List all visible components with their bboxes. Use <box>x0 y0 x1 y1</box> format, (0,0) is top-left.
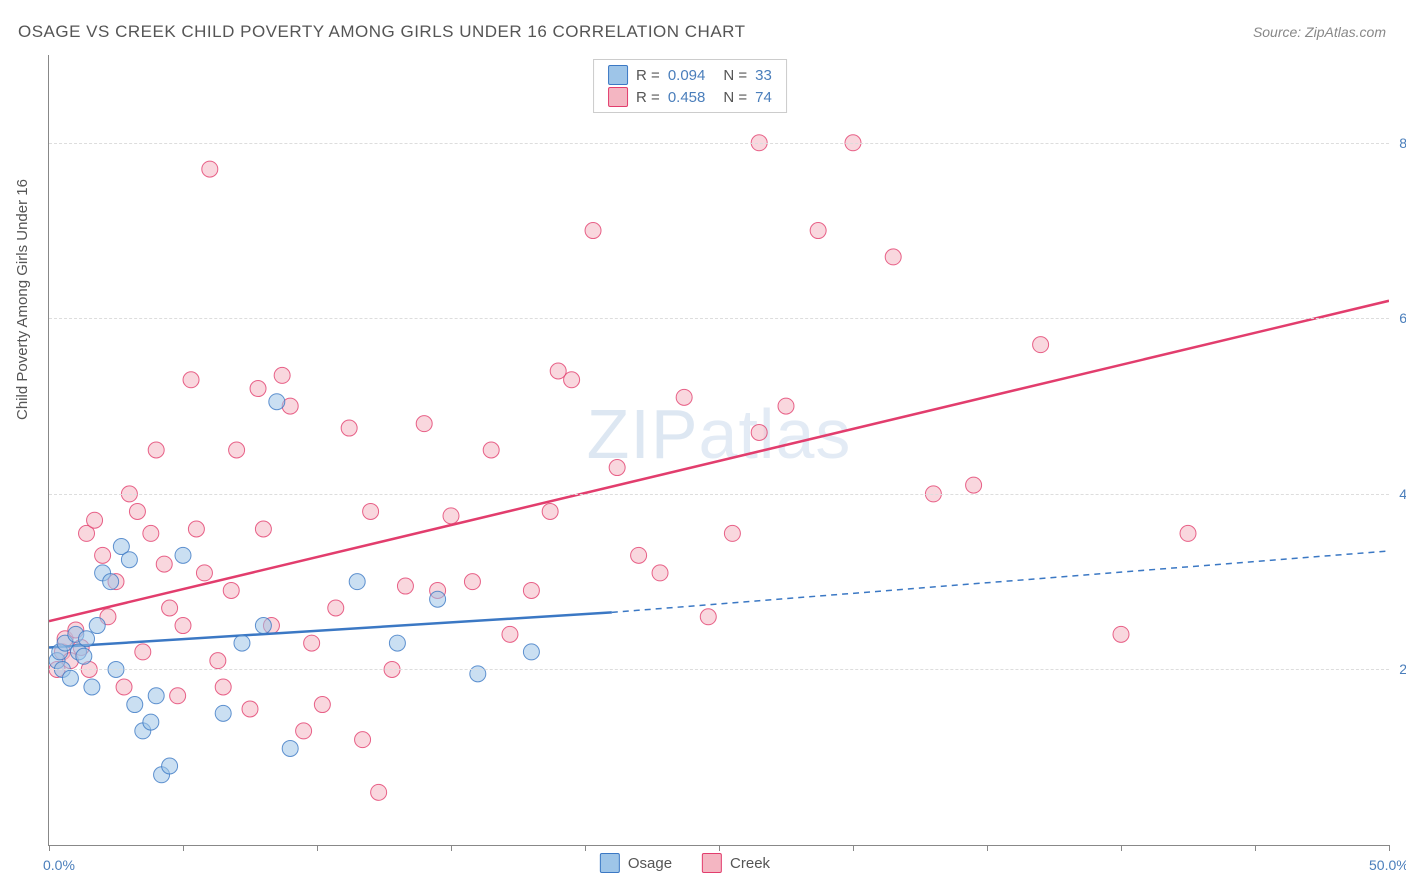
y-tick-label: 60.0% <box>1399 310 1406 326</box>
plot-area: ZIPatlas R = 0.094N = 33R = 0.458N = 74 … <box>48 55 1389 846</box>
legend-n-label: N = <box>723 89 747 106</box>
legend-n-value: 33 <box>755 67 772 84</box>
legend-swatch <box>702 853 722 873</box>
correlation-legend: R = 0.094 N = 33 R = 0.458 N = 74 <box>593 59 787 113</box>
legend-r-value: 0.458 <box>668 89 706 106</box>
x-tick <box>1121 845 1122 851</box>
watermark: ZIPatlas <box>587 394 852 474</box>
x-tick-label: 50.0% <box>1369 857 1406 873</box>
gridline <box>49 318 1389 319</box>
source-label: Source: ZipAtlas.com <box>1253 24 1386 40</box>
legend-swatch <box>608 87 628 107</box>
legend-item: Osage <box>600 853 672 873</box>
legend-item: Creek <box>702 853 770 873</box>
x-tick-label: 0.0% <box>43 857 75 873</box>
legend-r-value: 0.094 <box>668 67 706 84</box>
legend-label: Creek <box>730 855 770 872</box>
x-tick <box>451 845 452 851</box>
y-axis-label: Child Poverty Among Girls Under 16 <box>14 179 31 420</box>
legend-swatch <box>600 853 620 873</box>
legend-n-label: N = <box>723 67 747 84</box>
legend-r-label: R = <box>636 89 660 106</box>
legend-label: Osage <box>628 855 672 872</box>
legend-row: R = 0.458 N = 74 <box>608 86 772 108</box>
y-tick-label: 20.0% <box>1399 661 1406 677</box>
y-tick-label: 40.0% <box>1399 486 1406 502</box>
gridline <box>49 143 1389 144</box>
x-tick <box>853 845 854 851</box>
legend-swatch <box>608 65 628 85</box>
gridline <box>49 669 1389 670</box>
chart-title: OSAGE VS CREEK CHILD POVERTY AMONG GIRLS… <box>18 22 746 42</box>
scatter-svg <box>49 55 1389 845</box>
x-tick <box>49 845 50 851</box>
x-tick <box>585 845 586 851</box>
gridline <box>49 494 1389 495</box>
series-legend: Osage Creek <box>600 853 770 873</box>
x-tick <box>719 845 720 851</box>
x-tick <box>1389 845 1390 851</box>
legend-r-label: R = <box>636 67 660 84</box>
x-tick <box>183 845 184 851</box>
x-tick <box>317 845 318 851</box>
legend-n-value: 74 <box>755 89 772 106</box>
x-tick <box>987 845 988 851</box>
y-tick-label: 80.0% <box>1399 135 1406 151</box>
x-tick <box>1255 845 1256 851</box>
legend-row: R = 0.094 N = 33 <box>608 64 772 86</box>
